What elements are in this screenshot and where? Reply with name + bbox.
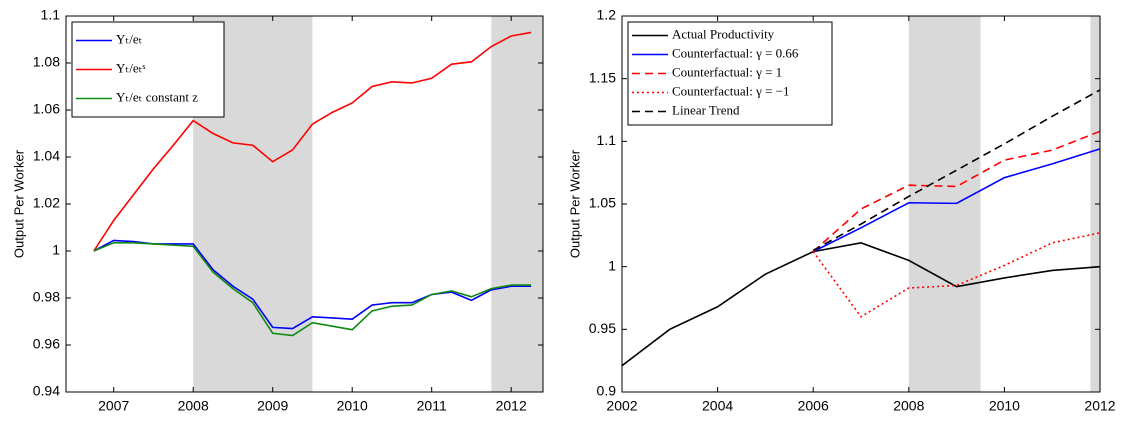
y-tick-label: 0.9 — [597, 383, 617, 399]
x-tick-label: 2012 — [496, 398, 527, 414]
x-tick-label: 2009 — [257, 398, 288, 414]
y-tick-label: 1.1 — [41, 7, 61, 23]
y-axis-label: Output Per Worker — [11, 149, 26, 258]
legend-label: Counterfactual: γ = −1 — [672, 83, 790, 98]
y-tick-label: 1.05 — [589, 195, 616, 211]
legend-label: Yₜ/eₜˢ — [116, 60, 145, 75]
y-tick-label: 1.06 — [33, 101, 60, 117]
x-tick-label: 2010 — [989, 398, 1020, 414]
series-line — [812, 232, 1101, 318]
legend-label: Actual Productivity — [672, 26, 775, 41]
y-tick-label: 0.95 — [589, 320, 616, 336]
y-tick-label: 1.2 — [597, 7, 617, 23]
recession-shade — [491, 16, 543, 392]
plot-frame — [65, 15, 544, 393]
x-tick-label: 2010 — [337, 398, 368, 414]
y-tick-label: 1.1 — [597, 132, 617, 148]
x-tick-label: 2012 — [1084, 398, 1115, 414]
y-tick-label: 1.04 — [33, 148, 60, 164]
series-line — [812, 148, 1101, 253]
y-tick-label: 1.08 — [33, 54, 60, 70]
y-tick-label: 1.15 — [589, 69, 616, 85]
x-tick-label: 2004 — [702, 398, 733, 414]
plot-frame — [621, 15, 1101, 393]
legend-label: Yₜ/eₜ — [116, 31, 143, 46]
x-tick-label: 2008 — [178, 398, 209, 414]
y-tick-label: 0.96 — [33, 336, 60, 352]
series-line — [93, 31, 532, 252]
y-tick-label: 0.94 — [33, 383, 60, 399]
series-line — [621, 242, 1101, 367]
series-line — [93, 241, 532, 337]
legend-label: Yₜ/eₜ constant z — [116, 89, 198, 104]
x-tick-label: 2002 — [606, 398, 637, 414]
x-tick-label: 2011 — [417, 398, 447, 414]
x-tick-label: 2008 — [893, 398, 924, 414]
y-tick-label: 1.02 — [33, 195, 60, 211]
y-tick-label: 1 — [608, 257, 616, 273]
x-tick-label: 2007 — [98, 398, 129, 414]
legend-label: Counterfactual: γ = 0.66 — [672, 45, 799, 60]
y-tick-label: 1 — [52, 242, 60, 258]
series-line — [812, 89, 1101, 252]
legend-label: Counterfactual: γ = 1 — [672, 64, 782, 79]
x-tick-label: 2006 — [798, 398, 829, 414]
y-axis-label: Output Per Worker — [567, 149, 582, 258]
legend-label: Linear Trend — [672, 102, 740, 117]
y-tick-label: 0.98 — [33, 289, 60, 305]
